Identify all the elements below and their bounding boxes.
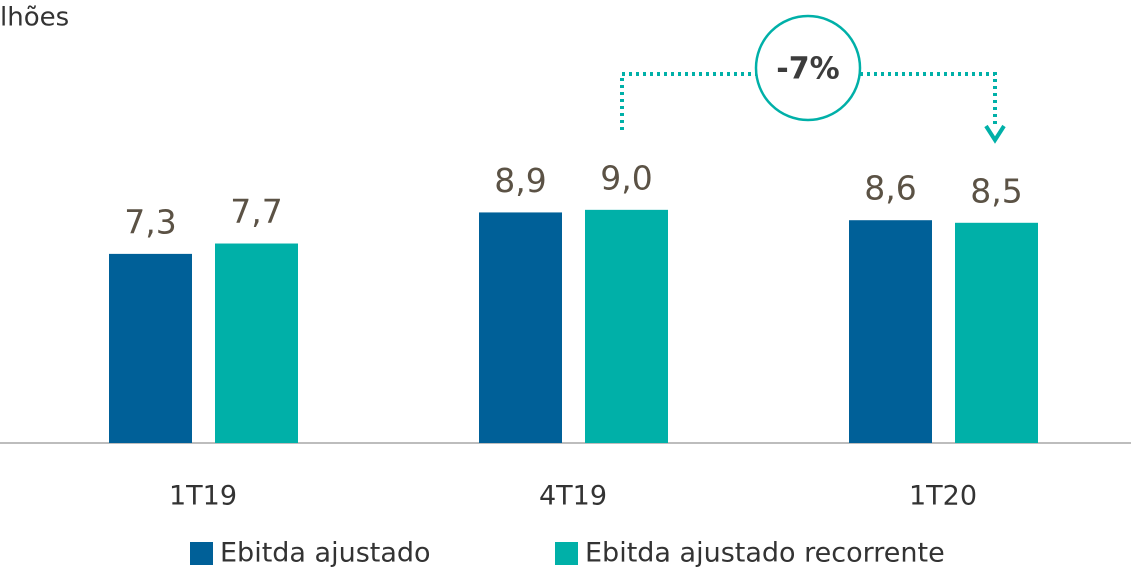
chart-title: lhões bbox=[0, 3, 69, 33]
value-label: 8,9 bbox=[494, 161, 546, 200]
bar bbox=[955, 222, 1038, 443]
change-annotation: -7% bbox=[620, 14, 1006, 144]
legend-label: Ebitda ajustado bbox=[220, 538, 431, 569]
annotation-circle bbox=[754, 14, 862, 122]
value-label: 8,5 bbox=[970, 171, 1022, 210]
bar bbox=[849, 220, 932, 443]
value-label: 7,7 bbox=[230, 192, 282, 231]
annotation-connector bbox=[620, 72, 997, 130]
bar bbox=[585, 209, 668, 443]
value-label: 8,6 bbox=[864, 169, 916, 208]
legend-swatch bbox=[555, 542, 578, 565]
annotation-text: -7% bbox=[776, 52, 839, 87]
bar bbox=[479, 212, 562, 443]
bar bbox=[109, 253, 192, 443]
x-tick-label: 1T19 bbox=[169, 481, 237, 512]
legend-label: Ebitda ajustado recorrente bbox=[585, 538, 945, 569]
annotation-arrow bbox=[984, 124, 1006, 144]
legend-swatch bbox=[190, 542, 213, 565]
value-label: 7,3 bbox=[124, 202, 176, 241]
x-tick-label: 1T20 bbox=[909, 481, 977, 512]
bar bbox=[215, 243, 298, 443]
x-tick-label: 4T19 bbox=[539, 481, 607, 512]
value-label: 9,0 bbox=[600, 158, 652, 197]
